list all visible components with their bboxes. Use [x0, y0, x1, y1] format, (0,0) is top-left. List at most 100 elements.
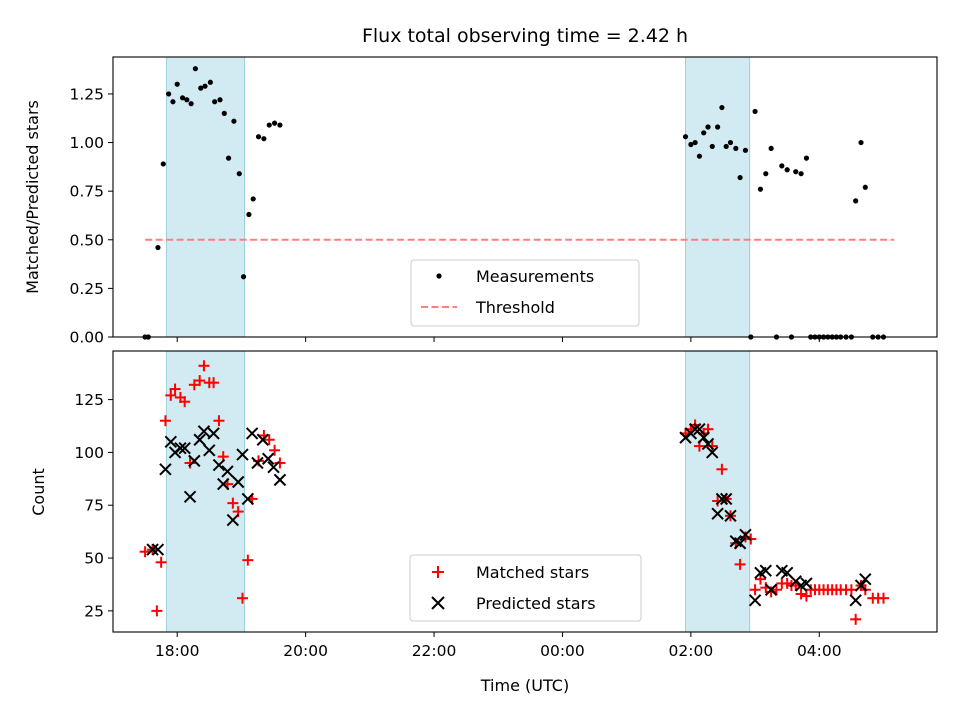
- measurement-points: [142, 66, 887, 340]
- predicted-star-point: [859, 572, 872, 586]
- observing-window-2: [685, 350, 751, 633]
- measurement-point: [688, 141, 694, 148]
- x-tick-label: 20:00: [283, 642, 328, 660]
- x-tick-label: 22:00: [412, 642, 457, 660]
- measurement-point: [231, 118, 237, 124]
- matched-star-point: [139, 546, 151, 558]
- predicted-star-point: [241, 492, 255, 506]
- matched-star-point: [198, 360, 210, 372]
- measurement-point: [174, 81, 180, 87]
- predicted-star-point: [221, 465, 234, 478]
- measurement-point: [692, 139, 698, 146]
- predicted-star-point: [164, 435, 177, 449]
- count-y-tick-label: 100: [74, 444, 104, 462]
- x-tick-label: 02:00: [669, 642, 714, 660]
- predicted-star-point: [193, 433, 206, 446]
- observing-window-2: [685, 56, 751, 338]
- measurement-point: [682, 134, 689, 140]
- ratio-y-tick-label: 0.00: [69, 329, 104, 347]
- predicted-star-point: [245, 427, 259, 440]
- measurement-point: [768, 145, 774, 151]
- measurement-point: [225, 155, 232, 161]
- predicted-star-points: [146, 422, 872, 607]
- measurement-point: [733, 145, 739, 151]
- matched-star-point: [800, 590, 812, 602]
- predicted-star-point: [854, 579, 868, 592]
- predicted-star-point: [159, 463, 172, 476]
- count-legend: Matched stars Predicted stars: [409, 554, 642, 622]
- measurement-point: [793, 169, 799, 175]
- matched-star-point: [184, 457, 196, 469]
- matched-star-point: [213, 415, 225, 427]
- matched-star-point: [749, 584, 761, 596]
- legend-label-measurements: Measurements: [476, 267, 594, 286]
- measurement-point: [255, 134, 262, 140]
- matched-star-point: [706, 440, 718, 452]
- measurement-point: [715, 124, 721, 130]
- measurement-point: [217, 97, 223, 103]
- measurement-point: [737, 174, 743, 181]
- matched-star-point: [850, 613, 862, 625]
- matched-star-point: [770, 584, 782, 596]
- predicted-star-point: [212, 458, 226, 472]
- measurement-point: [701, 130, 707, 136]
- legend-label-matched: Matched stars: [476, 563, 589, 582]
- measurement-point: [742, 147, 749, 153]
- ratio-y-tick-label: 1.00: [69, 134, 104, 152]
- predicted-star-point: [800, 577, 813, 590]
- predicted-star-point: [178, 441, 191, 455]
- predicted-star-point: [711, 507, 724, 520]
- predicted-star-point: [203, 444, 216, 457]
- matched-star-point: [155, 556, 167, 568]
- measurement-point: [798, 171, 804, 177]
- predicted-star-point: [739, 528, 752, 542]
- x-tick-label: 04:00: [797, 642, 842, 660]
- matched-star-point: [151, 605, 163, 617]
- ratio-legend: Measurements Threshold: [410, 259, 640, 327]
- measurement-point: [727, 139, 734, 146]
- measurement-point: [858, 139, 864, 146]
- legend-label-threshold: Threshold: [475, 298, 555, 317]
- x-axis-label: Time (UTC): [480, 676, 569, 695]
- measurement-point: [779, 163, 785, 169]
- ratio-y-tick-label: 1.25: [69, 85, 104, 103]
- matched-star-point: [274, 457, 286, 469]
- measurement-point: [240, 274, 247, 280]
- measurement-point: [179, 95, 186, 101]
- measurement-point: [719, 104, 725, 111]
- measurement-point: [261, 136, 267, 142]
- measurement-point: [166, 91, 172, 97]
- count-y-tick-label: 25: [84, 602, 104, 620]
- measurement-point: [202, 83, 208, 89]
- ratio-y-axis-label: Matched/Predicted stars: [23, 100, 42, 294]
- predicted-star-point: [693, 422, 706, 436]
- matched-star-point: [179, 396, 191, 408]
- measurement-point: [221, 110, 227, 116]
- measurement-point: [277, 122, 283, 128]
- measurement-point: [160, 161, 166, 167]
- matched-star-point: [765, 586, 777, 598]
- matched-star-point: [169, 383, 181, 395]
- observing-window-1: [166, 56, 246, 338]
- predicted-star-point: [151, 543, 165, 556]
- measurement-point: [862, 184, 868, 190]
- measurement-point: [184, 97, 190, 103]
- legend-marker-predicted: [431, 596, 445, 610]
- matched-star-point: [208, 377, 220, 389]
- predicted-star-point: [733, 537, 747, 550]
- matched-star-point: [159, 415, 171, 427]
- measurement-point: [757, 186, 764, 192]
- measurement-point: [246, 211, 252, 218]
- matched-star-point: [269, 444, 281, 456]
- predicted-star-point: [701, 437, 715, 451]
- x-tick-label: 00:00: [540, 642, 585, 660]
- matched-star-point: [194, 375, 206, 387]
- measurement-point: [250, 196, 256, 202]
- measurement-point: [705, 124, 711, 130]
- matched-star-point: [739, 531, 751, 543]
- predicted-star-point: [188, 454, 201, 468]
- predicted-star-point: [146, 543, 159, 556]
- predicted-star-point: [719, 492, 733, 506]
- measurement-point: [853, 198, 859, 204]
- matched-star-point: [236, 592, 248, 604]
